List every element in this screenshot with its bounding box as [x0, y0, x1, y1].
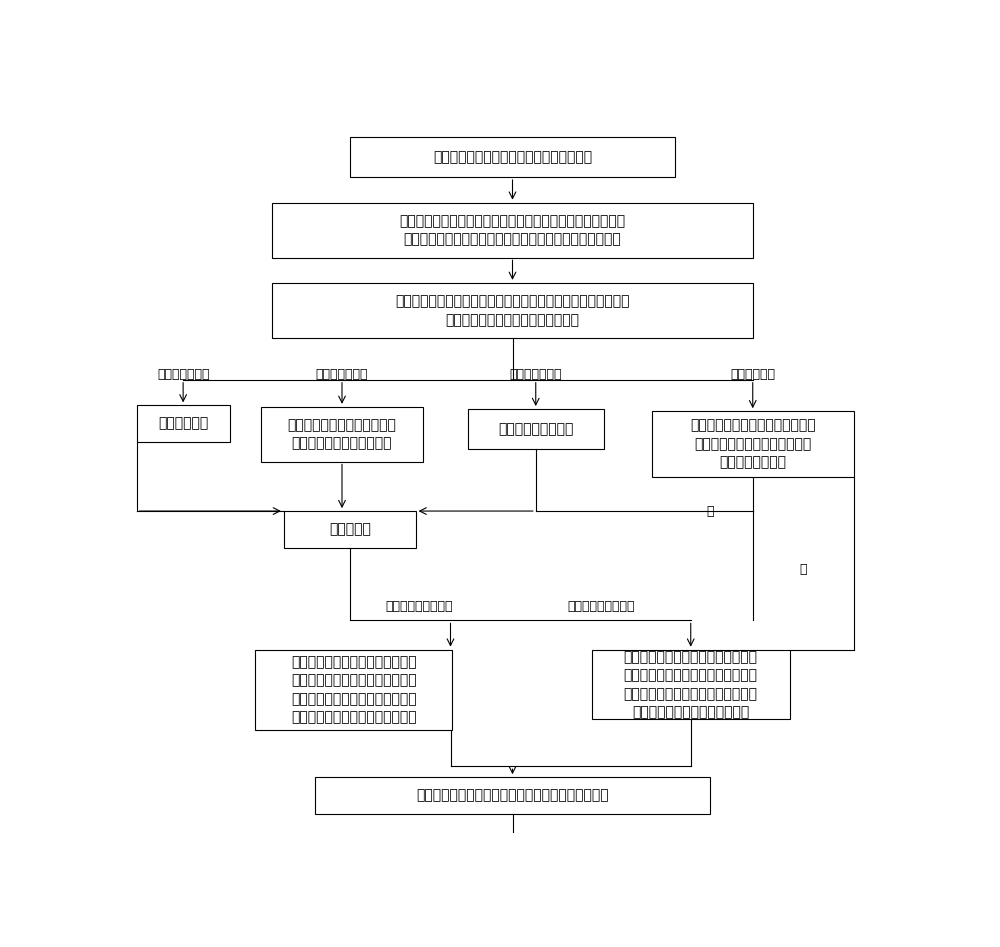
Text: 报警单元用于在当前雷达探测
距离小于等于预设距离阈值: 报警单元用于在当前雷达探测 距离小于等于预设距离阈值: [288, 419, 396, 451]
Bar: [272, 283, 753, 338]
Text: 否: 否: [706, 505, 714, 518]
Text: 盲区障碍物和汽车的模拟间距小于等于预设距离阈值: 盲区障碍物和汽车的模拟间距小于等于预设距离阈值: [416, 789, 609, 802]
Text: 是: 是: [799, 563, 807, 576]
Bar: [272, 203, 753, 258]
Text: 回波处理单元根据回波信息获取当前雷达探测距离，分别发送给
显示单元显示和障碍物状态判定模块: 回波处理单元根据回波信息获取当前雷达探测距离，分别发送给 显示单元显示和障碍物状…: [395, 295, 630, 327]
Text: 障碍物为移动障碍物: 障碍物为移动障碍物: [568, 600, 635, 613]
Text: 显示单元显示: 显示单元显示: [158, 417, 208, 431]
Bar: [137, 405, 230, 441]
Bar: [315, 777, 710, 813]
Text: 回波信息消失: 回波信息消失: [730, 368, 775, 382]
Text: 障碍物状态判定模块: 障碍物状态判定模块: [498, 422, 573, 437]
Bar: [350, 137, 675, 177]
Bar: [284, 511, 416, 547]
Bar: [592, 650, 790, 719]
Text: 障碍物是静止障碍物: 障碍物是静止障碍物: [386, 600, 453, 613]
Text: 利用超声波传感器发出探测障碍物的超声波: 利用超声波传感器发出探测障碍物的超声波: [433, 151, 592, 165]
Text: 盲区信息处理模块根据最后雷达探
测距离，与回波信息消失初始时刻
至当前消失时刻的汽车行驶距离，
获取盲区障碍物和汽车的模拟间距: 盲区信息处理模块根据最后雷达探 测距离，与回波信息消失初始时刻 至当前消失时刻的…: [291, 655, 416, 724]
Bar: [261, 407, 423, 462]
Text: 回波处理单元根据最后一次回波信
息获取的最后雷达探测距离是否
大于预设距离阈值: 回波处理单元根据最后一次回波信 息获取的最后雷达探测距离是否 大于预设距离阈值: [690, 419, 816, 470]
Text: 回波信息未消失: 回波信息未消失: [316, 368, 368, 382]
Text: 盲区信息处理模块根据最后雷达探测
距离，以及回波信息消失时刻至当前
消失时刻的障碍物模拟行进距离，获
取盲区障碍物和汽车的模拟间距: 盲区信息处理模块根据最后雷达探测 距离，以及回波信息消失时刻至当前 消失时刻的障…: [624, 650, 758, 719]
Text: 报警单报警: 报警单报警: [329, 523, 371, 536]
Text: 回波信息未消失: 回波信息未消失: [157, 368, 209, 382]
Text: 回波信息未消失: 回波信息未消失: [510, 368, 562, 382]
Bar: [255, 650, 452, 730]
Bar: [652, 411, 854, 476]
Text: 当超声波遇到障碍物后被反射，超声波传感器接收被反射回的
超声波，将反射回的超声波的回波信息发送给回波处理单元: 当超声波遇到障碍物后被反射，超声波传感器接收被反射回的 超声波，将反射回的超声波…: [399, 214, 626, 246]
Bar: [468, 409, 604, 450]
